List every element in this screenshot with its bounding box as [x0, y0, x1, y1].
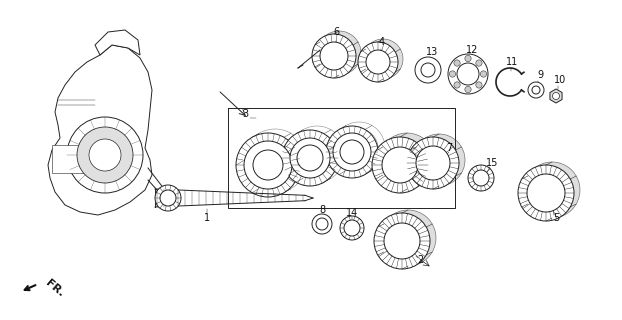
Circle shape — [326, 126, 378, 178]
Circle shape — [533, 171, 571, 209]
Text: 2: 2 — [417, 255, 423, 265]
Text: 10: 10 — [554, 75, 566, 85]
Text: 6: 6 — [333, 27, 339, 37]
Text: 11: 11 — [506, 57, 518, 67]
Circle shape — [363, 39, 403, 79]
Circle shape — [89, 139, 121, 171]
Circle shape — [312, 34, 356, 78]
Circle shape — [380, 210, 436, 266]
Circle shape — [465, 86, 471, 93]
Circle shape — [155, 185, 181, 211]
Circle shape — [407, 137, 459, 189]
Circle shape — [297, 145, 323, 171]
Circle shape — [77, 127, 133, 183]
Circle shape — [476, 82, 482, 88]
Text: 8: 8 — [319, 205, 325, 215]
Circle shape — [457, 63, 479, 85]
Circle shape — [371, 47, 395, 71]
Text: 12: 12 — [466, 45, 478, 55]
Circle shape — [416, 146, 450, 180]
Circle shape — [344, 220, 360, 236]
Circle shape — [67, 117, 143, 193]
Text: 13: 13 — [426, 47, 438, 57]
Circle shape — [518, 165, 574, 221]
Circle shape — [333, 133, 371, 171]
Circle shape — [236, 133, 300, 197]
Circle shape — [358, 42, 398, 82]
Circle shape — [253, 150, 283, 180]
Circle shape — [415, 57, 441, 83]
Circle shape — [340, 216, 364, 240]
Circle shape — [312, 214, 332, 234]
Circle shape — [382, 147, 418, 183]
Circle shape — [476, 60, 482, 66]
Circle shape — [316, 218, 328, 230]
Circle shape — [384, 223, 420, 259]
Text: 15: 15 — [486, 158, 498, 168]
Circle shape — [448, 54, 488, 94]
Circle shape — [454, 82, 460, 88]
Circle shape — [244, 141, 292, 189]
Circle shape — [320, 42, 348, 70]
Circle shape — [465, 55, 471, 62]
Text: 5: 5 — [553, 213, 559, 223]
Circle shape — [473, 170, 489, 186]
Circle shape — [422, 143, 456, 177]
Circle shape — [366, 50, 390, 74]
Circle shape — [468, 165, 494, 191]
Circle shape — [282, 130, 338, 186]
Circle shape — [325, 39, 353, 67]
Circle shape — [317, 31, 361, 75]
Circle shape — [532, 86, 540, 94]
Circle shape — [413, 134, 465, 186]
Circle shape — [390, 220, 426, 256]
Circle shape — [449, 71, 456, 77]
Text: 4: 4 — [379, 37, 385, 47]
Polygon shape — [95, 30, 140, 55]
Circle shape — [421, 63, 435, 77]
Circle shape — [527, 174, 565, 212]
Text: 7: 7 — [446, 143, 452, 153]
Circle shape — [524, 162, 580, 218]
Polygon shape — [48, 45, 152, 215]
Text: 9: 9 — [537, 70, 543, 80]
Circle shape — [480, 71, 486, 77]
Text: FR.: FR. — [44, 277, 66, 299]
Circle shape — [552, 92, 560, 100]
Circle shape — [160, 190, 176, 206]
Bar — [52, 145, 90, 173]
Circle shape — [454, 60, 460, 66]
Circle shape — [379, 133, 435, 189]
Polygon shape — [550, 89, 562, 103]
Circle shape — [340, 140, 364, 164]
Text: 14: 14 — [346, 208, 358, 218]
Circle shape — [528, 82, 544, 98]
Circle shape — [389, 143, 425, 179]
Text: 1: 1 — [204, 213, 210, 223]
Circle shape — [374, 213, 430, 269]
Circle shape — [290, 138, 330, 178]
Circle shape — [372, 137, 428, 193]
Text: 3: 3 — [242, 109, 248, 119]
